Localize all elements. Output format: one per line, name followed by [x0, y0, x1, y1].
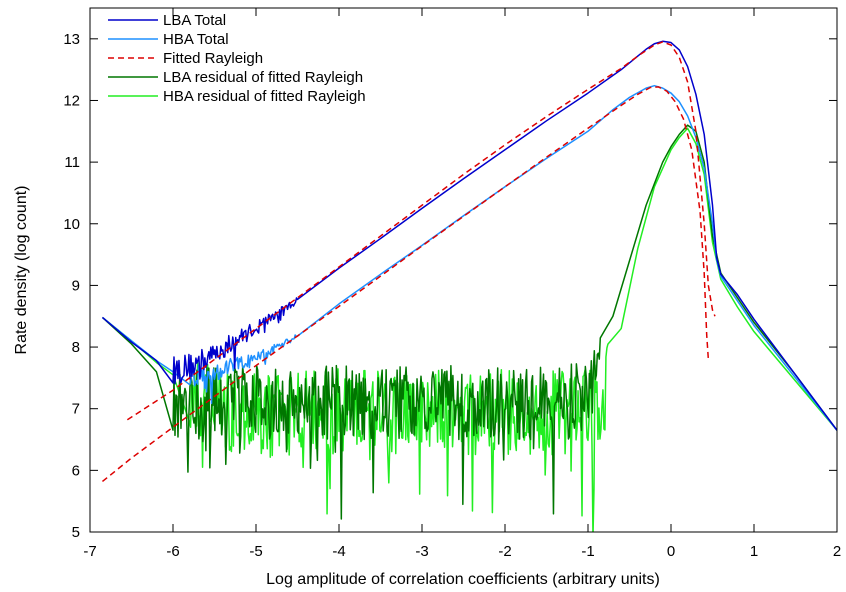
x-tick-label: -3	[415, 543, 428, 560]
series-line-2	[126, 41, 716, 421]
x-tick-label: -4	[332, 543, 345, 560]
series-line-4	[101, 124, 837, 520]
legend-label: LBA Total	[163, 12, 226, 29]
legend-label: Fitted Rayleigh	[163, 50, 263, 67]
y-tick-label: 6	[72, 462, 80, 479]
y-tick-label: 9	[72, 277, 80, 294]
x-tick-label: -7	[83, 543, 96, 560]
legend-label: HBA residual of fitted Rayleigh	[163, 88, 366, 105]
y-tick-label: 5	[72, 524, 80, 541]
x-tick-label: 0	[667, 543, 675, 560]
series-line-1	[101, 84, 837, 431]
y-tick-label: 7	[72, 401, 80, 418]
y-axis-title: Rate density (log count)	[13, 186, 30, 355]
series-layer	[101, 40, 837, 532]
x-tick-label: 2	[833, 543, 841, 560]
legend-label: LBA residual of fitted Rayleigh	[163, 69, 363, 86]
y-tick-label: 11	[64, 154, 80, 171]
series-line-0	[101, 40, 837, 431]
y-tick-label: 8	[72, 339, 80, 356]
plot-frame	[89, 7, 838, 533]
x-tick-label: -1	[581, 543, 594, 560]
series-line-5	[101, 127, 837, 532]
series-line-3	[101, 86, 710, 483]
legend: LBA Total HBA Total Fitted Rayleigh LBA res…	[108, 12, 366, 105]
y-tick-label: 12	[63, 92, 80, 109]
legend-label: HBA Total	[163, 31, 229, 48]
x-axis-title: Log amplitude of correlation coefficient…	[266, 571, 660, 588]
x-tick-label: 1	[750, 543, 758, 560]
x-tick-label: -5	[249, 543, 262, 560]
x-tick-label: -2	[498, 543, 511, 560]
y-tick-label: 13	[63, 31, 80, 48]
y-tick-label: 10	[63, 216, 80, 233]
x-tick-label: -6	[166, 543, 179, 560]
